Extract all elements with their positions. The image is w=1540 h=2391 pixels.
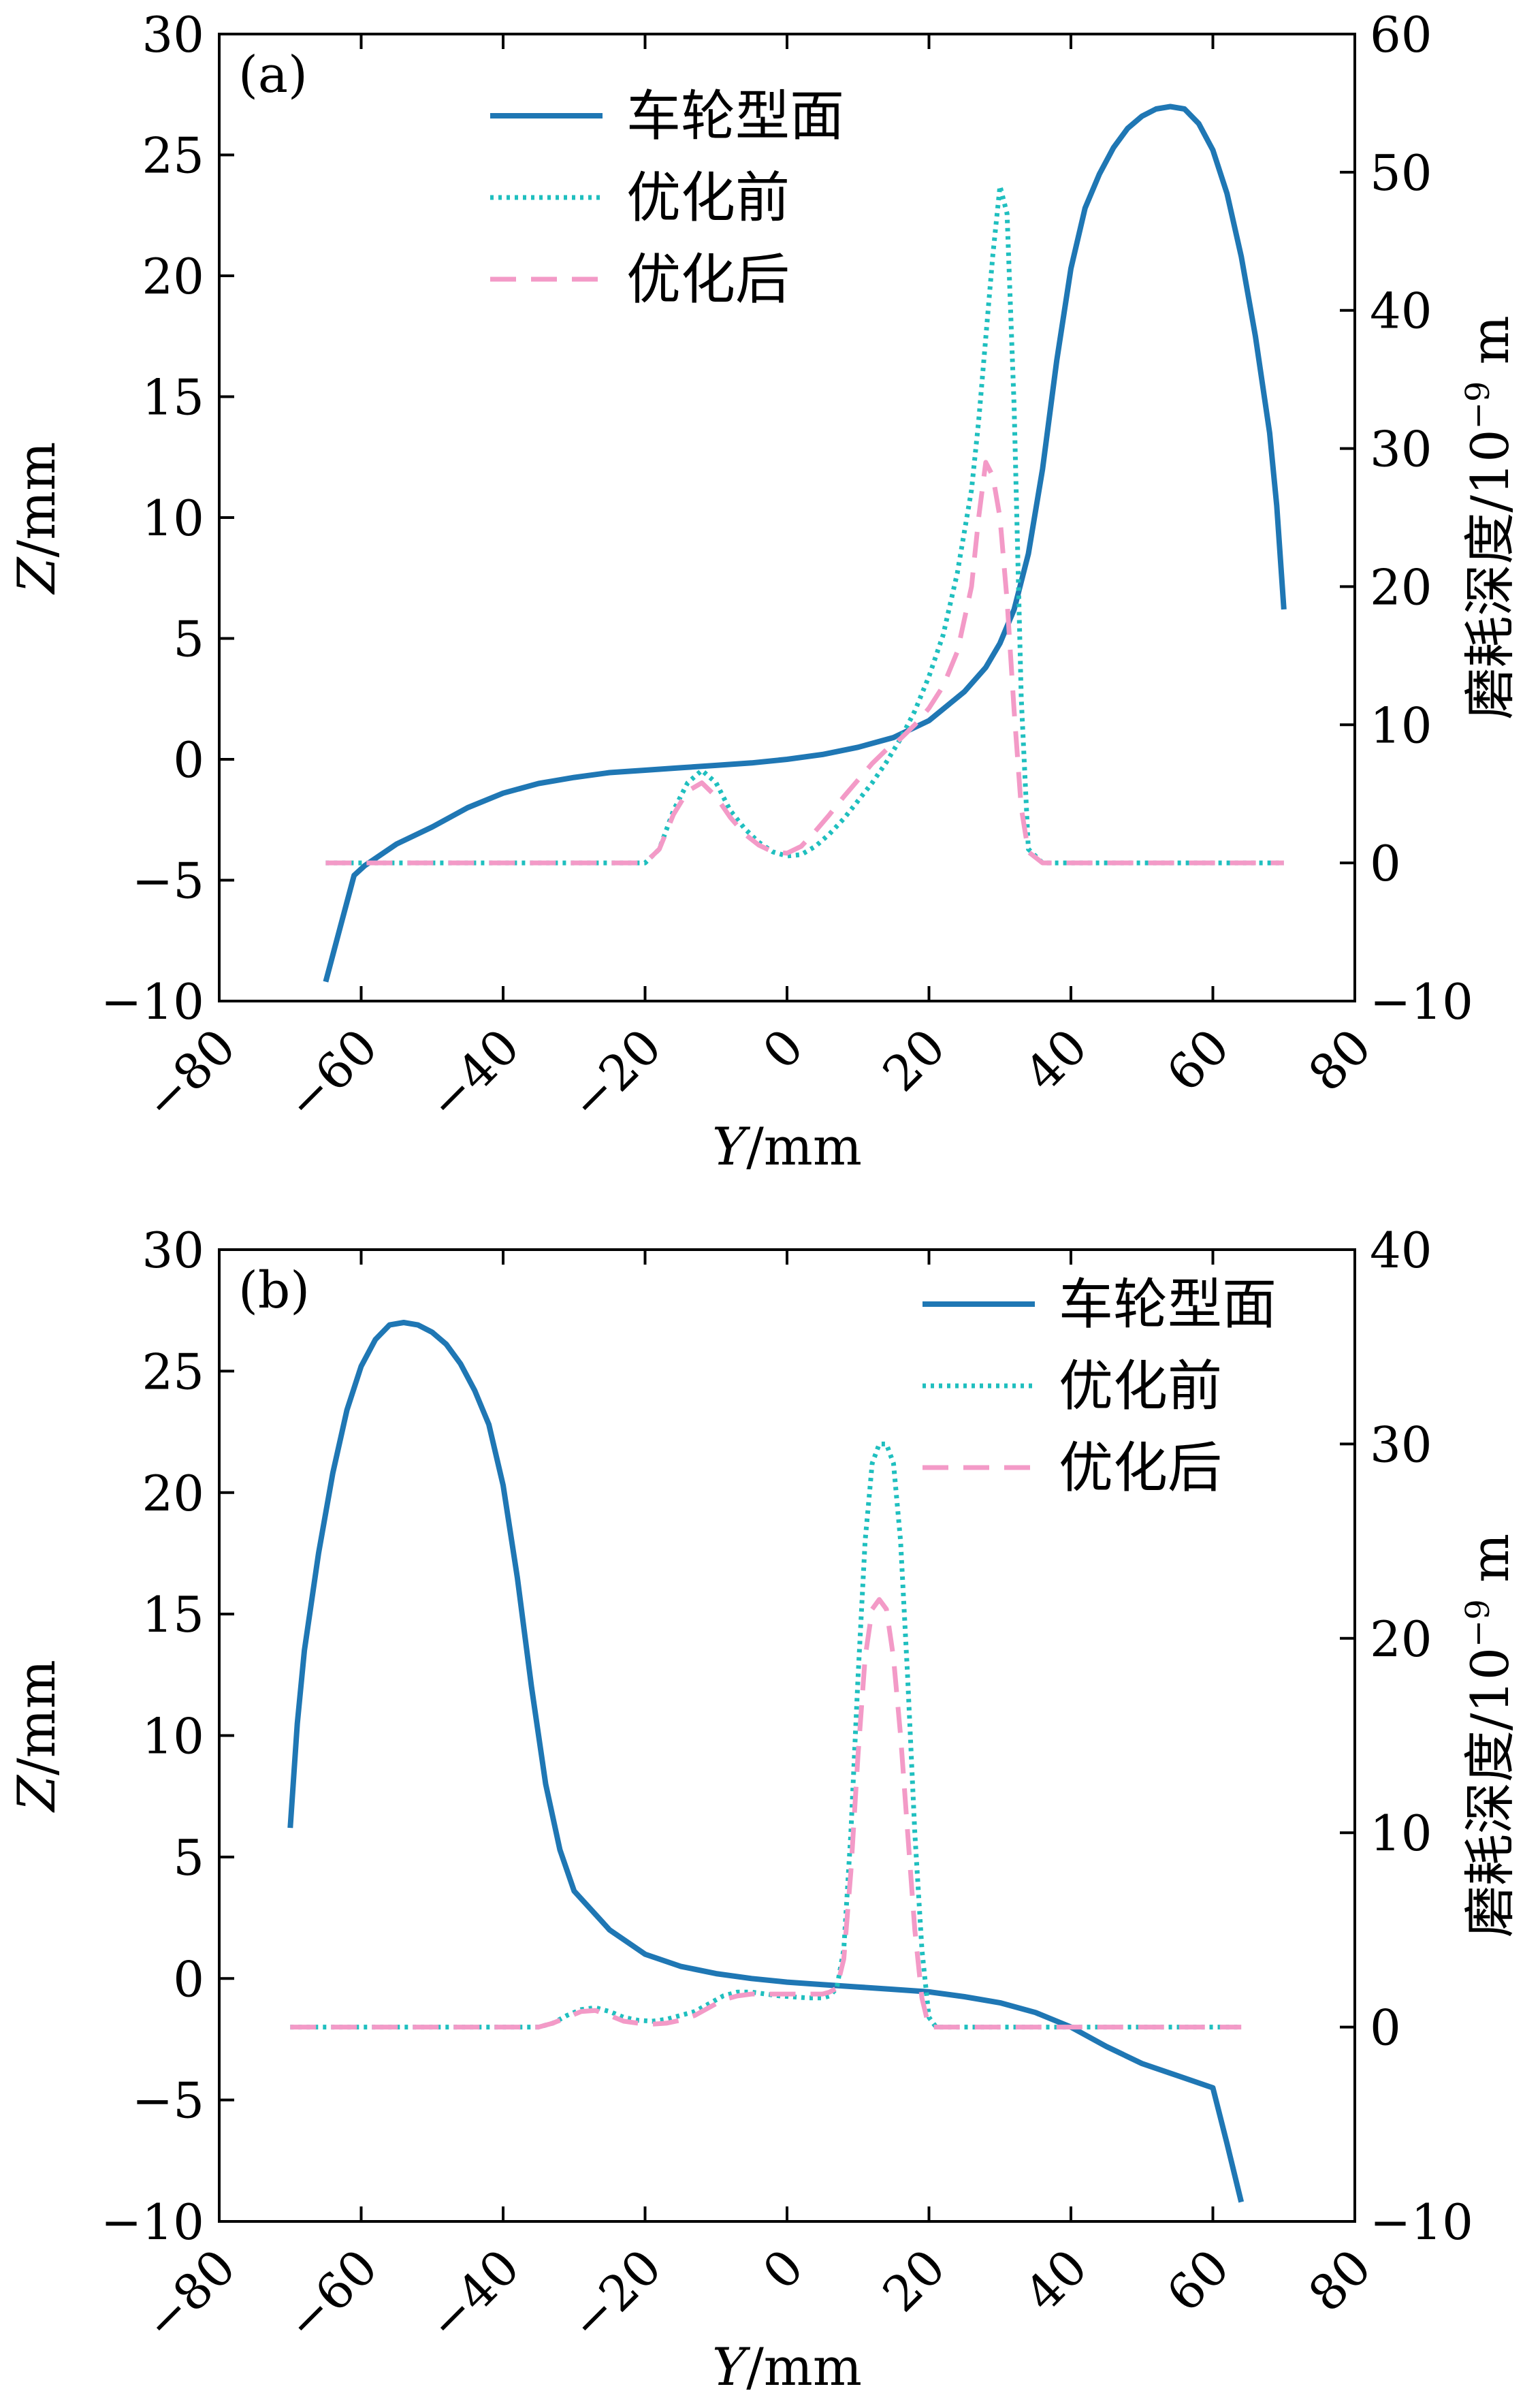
- x-tick-label: −20: [559, 2238, 673, 2352]
- y-tick-label: 0: [173, 731, 204, 789]
- y-tick-label: 30: [142, 6, 204, 63]
- y2-axis-label: 磨耗深度/10−9 m: [1459, 1534, 1520, 1937]
- y-tick-label: −10: [101, 973, 204, 1030]
- y2-axis-label: 磨耗深度/10−9 m: [1459, 315, 1520, 719]
- legend-label-2: 优化后: [626, 248, 790, 311]
- y2-tick-label: 20: [1370, 558, 1432, 616]
- y-tick-label: 25: [142, 1343, 204, 1400]
- series-line-2: [290, 1597, 1242, 2030]
- x-tick-label: 0: [752, 1018, 814, 1081]
- panel-label: (b): [238, 1261, 310, 1320]
- x-tick-label: −80: [133, 1018, 246, 1132]
- y2-tick-label: −10: [1370, 973, 1473, 1030]
- y2-tick-label: 60: [1370, 6, 1432, 63]
- x-tick-label: −40: [417, 1018, 530, 1132]
- legend-label-0: 车轮型面: [626, 84, 844, 148]
- series-line-1: [325, 183, 1284, 866]
- legend-label-0: 车轮型面: [1059, 1273, 1277, 1336]
- chart-panel-b: −80 −60 −40 −20 0 20 40 60 80−10−5051015202530−1…: [6, 1222, 1520, 2391]
- y2-tick-label: 20: [1370, 1611, 1432, 1668]
- series-line-1: [290, 1441, 1242, 2030]
- y-axis-label: Z/mm: [6, 442, 67, 595]
- y-tick-label: 15: [142, 369, 204, 426]
- y-tick-label: 20: [142, 1465, 204, 1522]
- y-tick-label: 10: [142, 490, 204, 547]
- x-tick-label: 80: [1298, 2238, 1382, 2323]
- x-tick-label: 80: [1298, 1018, 1382, 1103]
- x-axis-label: Y/mm: [712, 2337, 862, 2391]
- y2-tick-label: −10: [1370, 2194, 1473, 2251]
- chart-panel-a: −80 −60 −40 −20 0 20 40 60 80−10−5051015202530−1…: [6, 6, 1520, 1177]
- legend-label-1: 优化前: [1059, 1355, 1222, 1418]
- x-tick-label: 60: [1155, 1018, 1240, 1103]
- y-tick-label: −5: [132, 2072, 204, 2129]
- x-tick-label: −60: [275, 1018, 389, 1132]
- series-line-2: [325, 460, 1284, 866]
- y-tick-label: −10: [101, 2194, 204, 2251]
- y2-tick-label: 0: [1370, 835, 1401, 892]
- legend-label-2: 优化后: [1059, 1436, 1222, 1500]
- y2-tick-label: 40: [1370, 283, 1432, 340]
- x-tick-label: 0: [752, 2238, 814, 2301]
- y-tick-label: −5: [132, 853, 204, 910]
- x-tick-label: −20: [559, 1018, 673, 1132]
- series-line-0: [323, 104, 1287, 983]
- y-tick-label: 25: [142, 127, 204, 185]
- y2-tick-label: 40: [1370, 1222, 1432, 1279]
- y-tick-label: 5: [173, 1829, 204, 1886]
- x-tick-label: 60: [1155, 2238, 1240, 2323]
- y-tick-label: 10: [142, 1708, 204, 1765]
- y2-tick-label: 10: [1370, 1805, 1432, 1862]
- x-tick-label: −80: [133, 2238, 246, 2352]
- y-axis-label: Z/mm: [6, 1660, 67, 1813]
- x-tick-label: −40: [417, 2238, 530, 2352]
- y2-tick-label: 30: [1370, 1416, 1432, 1473]
- x-tick-label: 40: [1014, 2238, 1098, 2323]
- x-tick-label: −60: [275, 2238, 389, 2352]
- y-tick-label: 5: [173, 611, 204, 668]
- x-tick-label: 20: [871, 1018, 956, 1103]
- series-line-0: [287, 1320, 1245, 2203]
- y-tick-label: 20: [142, 248, 204, 305]
- panel-label: (a): [238, 46, 308, 104]
- x-tick-label: 40: [1014, 1018, 1098, 1103]
- x-axis-label: Y/mm: [712, 1116, 862, 1177]
- y-tick-label: 0: [173, 1950, 204, 2008]
- y2-tick-label: 30: [1370, 421, 1432, 478]
- y2-tick-label: 0: [1370, 1999, 1401, 2057]
- y2-tick-label: 50: [1370, 144, 1432, 202]
- x-tick-label: 20: [871, 2238, 956, 2323]
- y-tick-label: 15: [142, 1586, 204, 1643]
- legend-label-1: 优化前: [626, 166, 790, 229]
- y-tick-label: 30: [142, 1222, 204, 1279]
- y2-tick-label: 10: [1370, 697, 1432, 754]
